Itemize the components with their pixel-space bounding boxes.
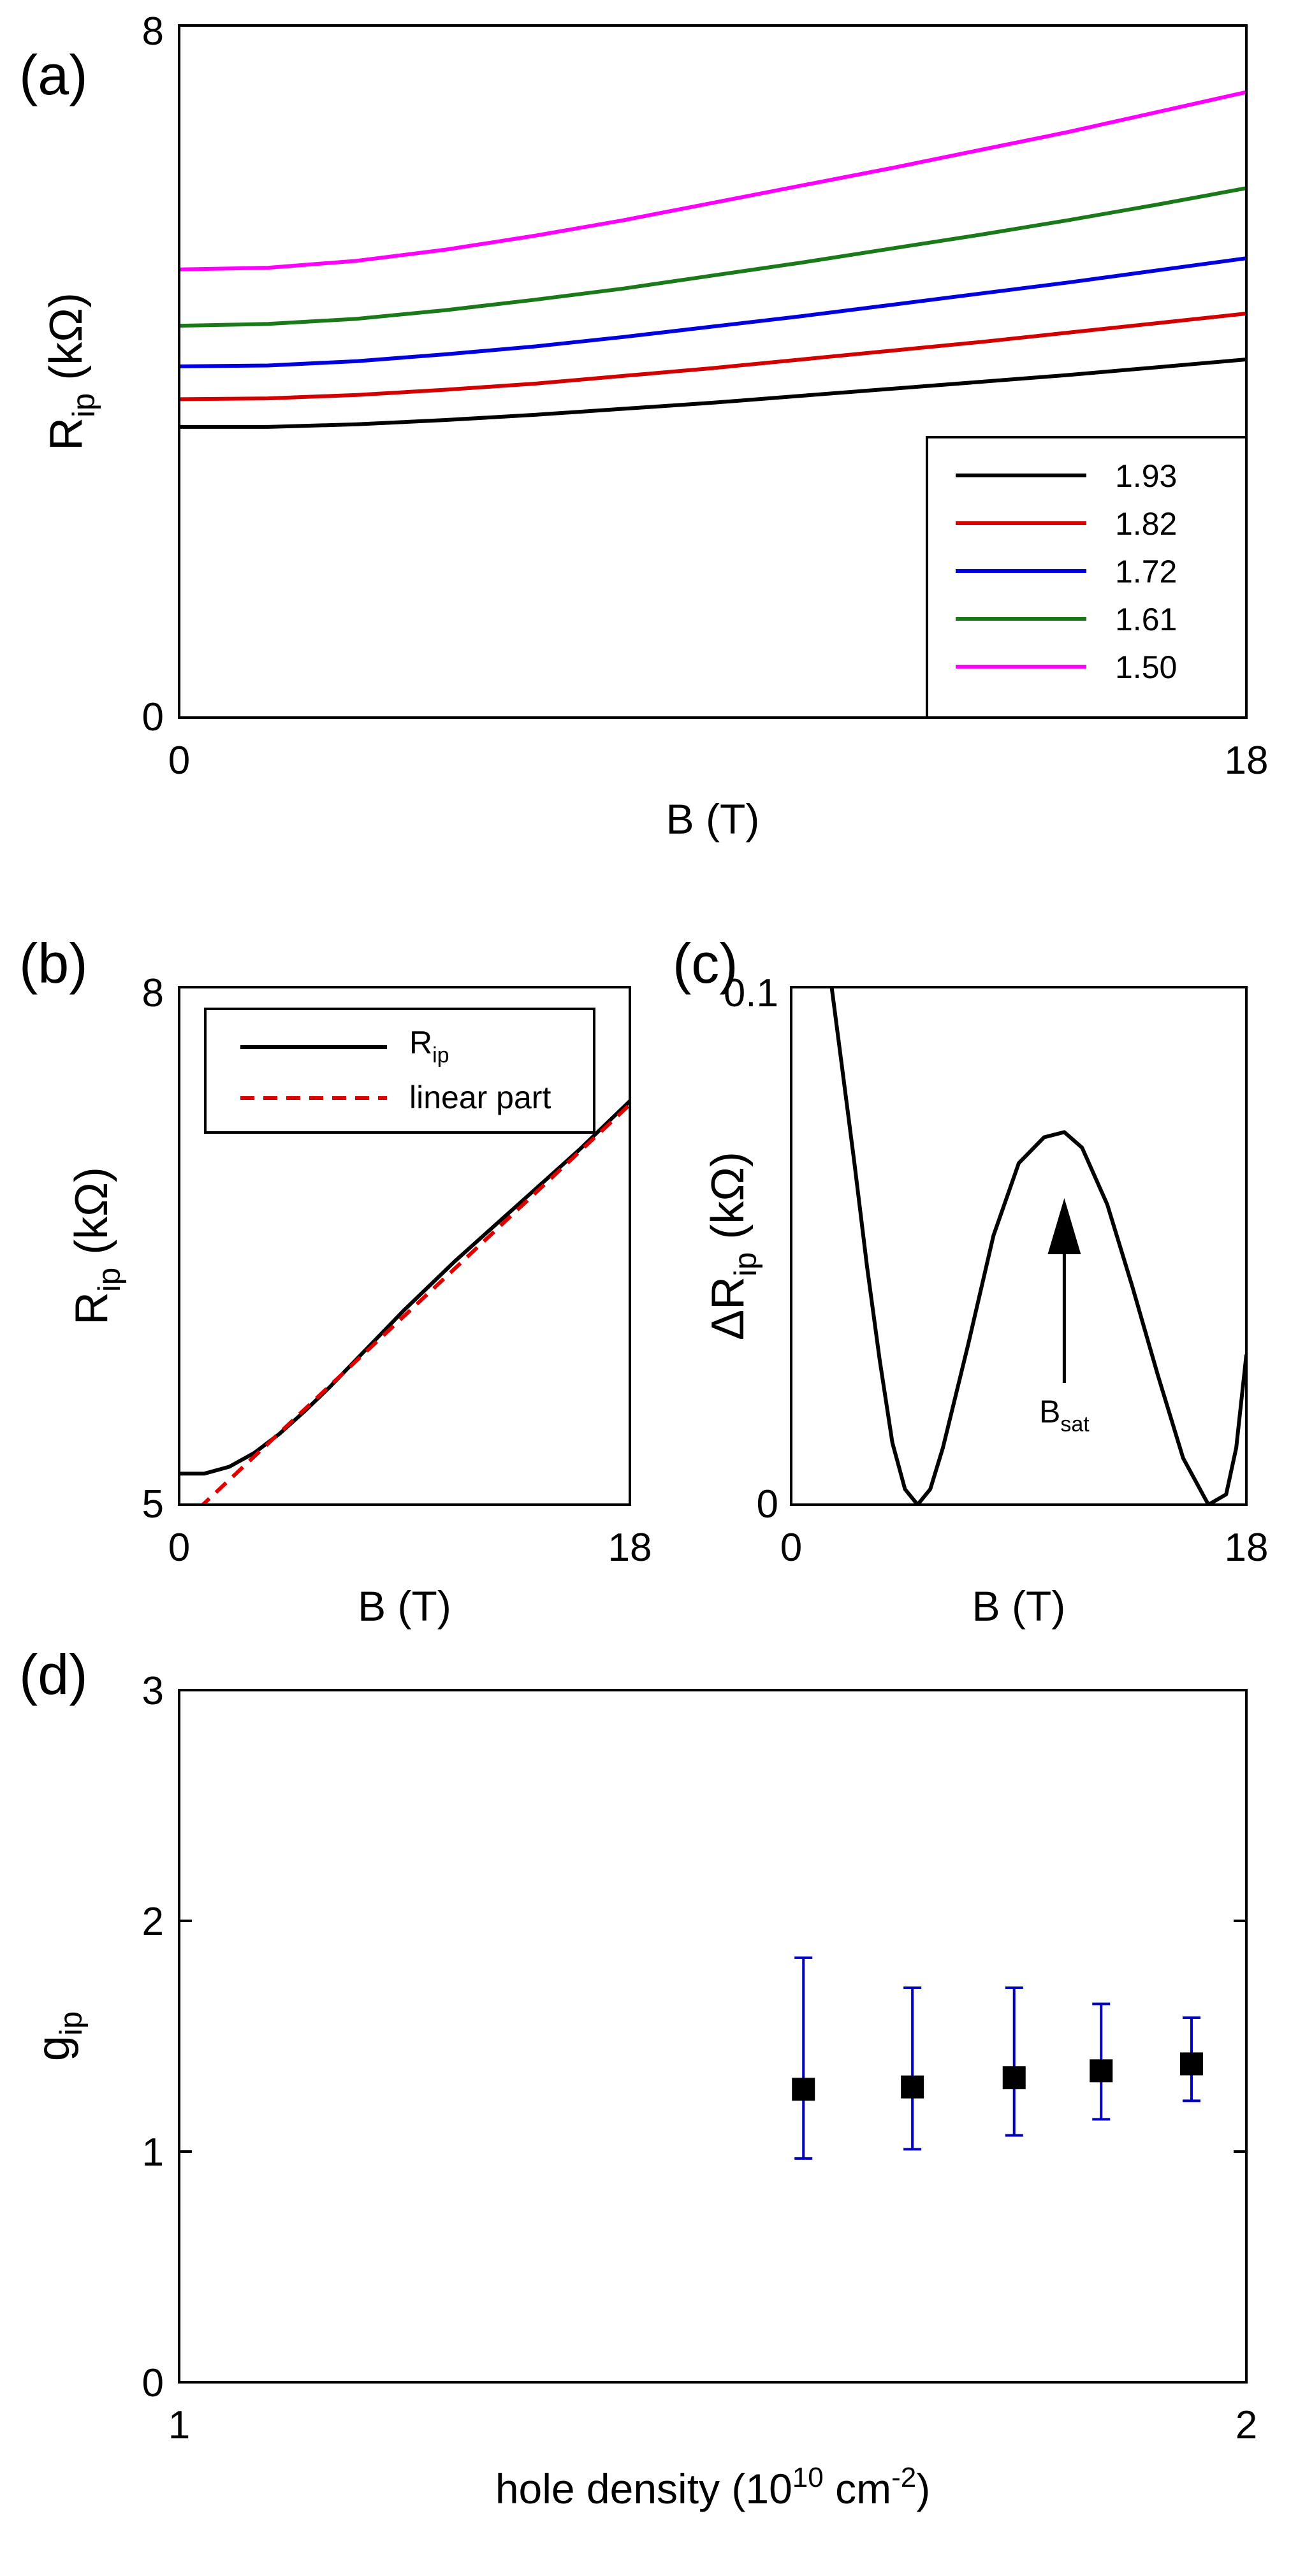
y-axis-label: ΔRip (kΩ): [703, 1152, 763, 1340]
y-tick-label: 8: [142, 971, 164, 1015]
legend-box: [926, 436, 1248, 719]
panel-a: (a) 8 00 18 B (T) Rip (kΩ) 1.93 1.82 1.72 1.61 1.5…: [19, 10, 1268, 843]
panel-label-a: (a): [19, 43, 88, 106]
y-axis-label: Rip (kΩ): [41, 293, 101, 451]
y-tick-label: 0: [757, 1482, 778, 1526]
series-line-1.61: [179, 186, 1246, 328]
legend-label: 1.61: [1115, 602, 1177, 637]
series-line-linear-part: [200, 1103, 630, 1505]
x-tick-label: 18: [608, 1526, 652, 1570]
y-tick-label: 5: [142, 1482, 164, 1526]
data-point: [1179, 2052, 1203, 2076]
data-point: [901, 2075, 924, 2099]
panel-c: (c)0.1 00 18 B (T) ΔRip (kΩ) Bsat: [673, 932, 1268, 1630]
x-tick-label: 0: [168, 739, 190, 783]
x-tick-label: 18: [1225, 1526, 1269, 1570]
y-tick-label: 0: [142, 2361, 164, 2405]
y-tick-label: 0.1: [724, 971, 778, 1015]
panel-b: (b) 8 50 18 B (T) Rip (kΩ) Rip linear part: [19, 932, 652, 1630]
bsat-annotation: Bsat: [1039, 1394, 1090, 1436]
panel-label-b: (b): [19, 932, 88, 995]
y-tick-label: 2: [142, 1900, 164, 1944]
y-tick-label: 1: [142, 2131, 164, 2174]
y-axis-label: gip: [28, 2011, 89, 2061]
x-tick-label: 2: [1236, 2403, 1257, 2447]
legend-label: Rip: [409, 1025, 449, 1067]
panel-c-axes-frame: [790, 986, 1248, 1506]
legend-box: [204, 1008, 595, 1134]
x-axis-label: B (T): [358, 1582, 451, 1630]
x-axis-label: B (T): [972, 1582, 1066, 1630]
data-point: [1090, 2059, 1113, 2083]
x-tick-label: 18: [1225, 739, 1269, 783]
series-line-rip: [179, 1099, 630, 1476]
x-axis-label: B (T): [666, 795, 760, 843]
legend-label: 1.82: [1115, 506, 1177, 542]
panel-a-axes-frame: [178, 24, 1248, 719]
x-tick-label: 1: [168, 2403, 190, 2447]
y-axis-label: Rip (kΩ): [66, 1167, 127, 1325]
panel-label-d: (d): [19, 1643, 88, 1706]
y-tick-label: 3: [142, 1669, 164, 1713]
series-line-1.50: [179, 90, 1246, 271]
panel-label-c: (c): [673, 932, 738, 995]
x-axis-label: hole density (1010 cm-2): [495, 2462, 930, 2512]
legend-label: linear part: [409, 1080, 551, 1115]
x-tick-label: 0: [168, 1526, 190, 1570]
x-tick-label: 0: [780, 1526, 802, 1570]
y-tick-label: 8: [142, 10, 164, 54]
y-tick-label: 0: [142, 695, 164, 739]
panel-d-axes-frame: [178, 1689, 1248, 2384]
series-line-1.72: [179, 256, 1246, 368]
series-line-delta-rip: [829, 987, 1246, 1505]
bsat-arrow-head: [1047, 1198, 1081, 1254]
legend-label: 1.93: [1115, 458, 1177, 494]
legend-label: 1.72: [1115, 554, 1177, 590]
series-line-1.82: [179, 312, 1246, 402]
legend-label: 1.50: [1115, 649, 1177, 685]
data-point: [1002, 2066, 1026, 2090]
series-line-1.93: [179, 358, 1246, 429]
panel-b-axes-frame: [178, 986, 631, 1506]
data-point: [792, 2078, 815, 2101]
